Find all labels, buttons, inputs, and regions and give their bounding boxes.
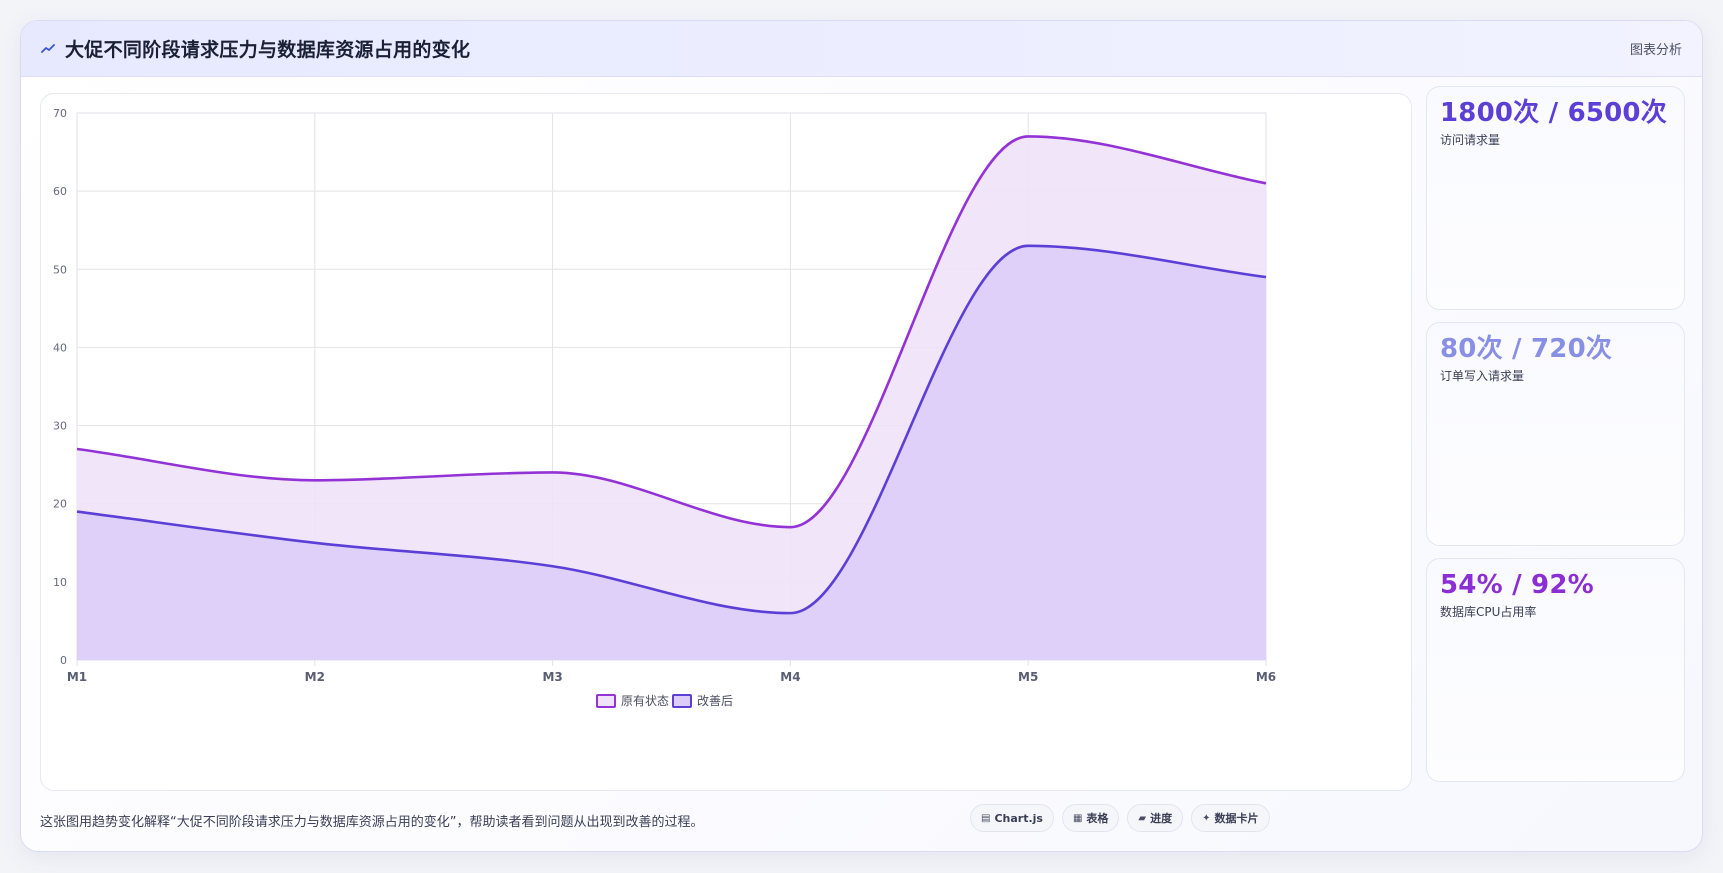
legend-swatch bbox=[672, 694, 692, 708]
footer-note: 这张图用趋势变化解释“大促不同阶段请求压力与数据库资源占用的变化”，帮助读者看到… bbox=[40, 815, 704, 830]
y-tick-label: 30 bbox=[53, 420, 67, 433]
chip-label: 进度 bbox=[1150, 812, 1173, 825]
x-tick-label: M6 bbox=[1256, 670, 1276, 684]
series-line-0 bbox=[76, 135, 1267, 529]
stat-value-requests: 1800次 / 6500次 bbox=[1440, 98, 1667, 128]
card-icon: ✦ bbox=[1202, 812, 1211, 824]
y-tick-label: 60 bbox=[53, 185, 67, 198]
y-tick-label: 40 bbox=[53, 341, 67, 354]
table-icon: ▦ bbox=[1072, 812, 1083, 824]
x-tick-label: M2 bbox=[305, 670, 325, 684]
series-line-1 bbox=[76, 244, 1267, 615]
stat-value-cpu: 54% / 92% bbox=[1440, 570, 1594, 600]
view-chips: ▤ Chart.js ▦ 表格 ▰ 进度 ✦ 数据卡片 bbox=[970, 804, 1270, 832]
stat-card-requests: 1800次 / 6500次 访问请求量 bbox=[1426, 86, 1685, 310]
chip-label: 数据卡片 bbox=[1214, 812, 1259, 825]
x-tick-label: M5 bbox=[1018, 670, 1038, 684]
y-tick-label: 50 bbox=[53, 263, 67, 276]
trend-line-icon bbox=[41, 43, 55, 53]
chip-data-card[interactable]: ✦ 数据卡片 bbox=[1191, 804, 1270, 832]
legend-label: 改善后 bbox=[697, 693, 733, 708]
chip-label: 表格 bbox=[1086, 812, 1109, 825]
stat-value-orders: 80次 / 720次 bbox=[1440, 334, 1613, 364]
stat-label-cpu: 数据库CPU占用率 bbox=[1440, 605, 1537, 619]
chart-analysis-tag: 图表分析 bbox=[1629, 43, 1682, 58]
card-footer: 这张图用趋势变化解释“大促不同阶段请求压力与数据库资源占用的变化”，帮助读者看到… bbox=[40, 804, 1685, 844]
chart-card: 大促不同阶段请求压力与数据库资源占用的变化 图表分析 0 10 20 30 40 50 60… bbox=[20, 20, 1703, 852]
legend-swatch bbox=[596, 694, 616, 708]
title-group: 大促不同阶段请求压力与数据库资源占用的变化 bbox=[41, 35, 470, 62]
chart-icon: ▤ bbox=[981, 812, 991, 824]
stat-label-requests: 访问请求量 bbox=[1440, 133, 1501, 147]
chip-table[interactable]: ▦ 表格 bbox=[1061, 804, 1120, 832]
stat-card-orders: 80次 / 720次 订单写入请求量 bbox=[1426, 322, 1685, 546]
card-header: 大促不同阶段请求压力与数据库资源占用的变化 图表分析 bbox=[21, 21, 1702, 77]
y-tick-label: 0 bbox=[60, 654, 67, 667]
stat-card-cpu: 54% / 92% 数据库CPU占用率 bbox=[1426, 558, 1685, 782]
progress-icon: ▰ bbox=[1138, 812, 1147, 824]
chip-label: Chart.js bbox=[994, 811, 1043, 825]
page-title: 大促不同阶段请求压力与数据库资源占用的变化 bbox=[65, 39, 471, 61]
y-tick-label: 10 bbox=[53, 576, 67, 589]
x-tick-label: M3 bbox=[542, 670, 562, 684]
stat-label-orders: 订单写入请求量 bbox=[1440, 369, 1525, 383]
chip-chartjs[interactable]: ▤ Chart.js bbox=[970, 804, 1054, 832]
series-area-1 bbox=[77, 245, 1266, 661]
y-tick-label: 20 bbox=[53, 498, 67, 511]
area-chart: 0 10 20 30 40 50 60 70 M1 M2 M3 M4 M5 M6 原有状态 改善后 bbox=[53, 107, 1276, 708]
legend-label: 原有状态 bbox=[621, 694, 669, 708]
x-tick-label: M4 bbox=[780, 670, 800, 684]
chip-progress[interactable]: ▰ 进度 bbox=[1127, 804, 1184, 832]
chart-panel: 0 10 20 30 40 50 60 70 M1 M2 M3 M4 M5 M6 原有状态 改善后 bbox=[40, 93, 1412, 791]
y-tick-label: 70 bbox=[53, 107, 67, 120]
x-tick-label: M1 bbox=[67, 670, 87, 684]
